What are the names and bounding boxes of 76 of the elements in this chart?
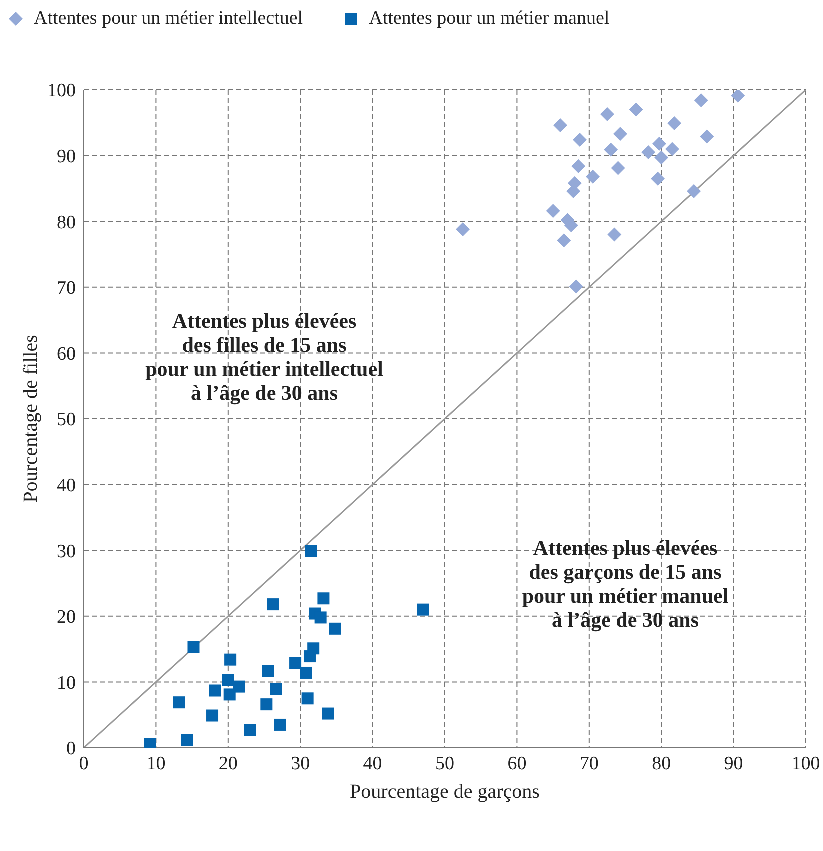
x-tick-label: 20 bbox=[218, 753, 238, 774]
point bbox=[687, 184, 702, 198]
point bbox=[290, 657, 302, 670]
point bbox=[206, 710, 219, 722]
y-tick-label: 50 bbox=[57, 410, 76, 431]
annotation: Attentes plus élevées des filles de 15 ans pour un métier intellectuel à l’âge de 30 ans bbox=[144, 309, 384, 406]
x-tick-label: 60 bbox=[508, 753, 527, 774]
x-tick-label: 40 bbox=[363, 753, 382, 774]
point bbox=[209, 684, 222, 697]
point bbox=[260, 698, 273, 711]
point bbox=[569, 280, 584, 294]
point bbox=[694, 94, 708, 108]
point bbox=[586, 170, 600, 184]
legend-label: Attentes pour un métier manuel bbox=[369, 8, 610, 30]
point bbox=[642, 146, 656, 160]
point bbox=[572, 159, 586, 174]
point bbox=[233, 680, 246, 693]
point bbox=[308, 642, 320, 655]
point bbox=[613, 127, 628, 142]
point bbox=[181, 734, 194, 746]
x-tick-label: 0 bbox=[79, 753, 89, 774]
y-tick-label: 60 bbox=[57, 344, 76, 365]
x-tick-label: 90 bbox=[724, 753, 744, 774]
point bbox=[650, 172, 665, 186]
point bbox=[244, 724, 256, 736]
point bbox=[731, 90, 746, 103]
x-tick-label: 10 bbox=[146, 753, 166, 774]
point bbox=[329, 622, 342, 635]
point bbox=[557, 234, 572, 248]
y-tick-label: 0 bbox=[66, 738, 76, 760]
point bbox=[668, 116, 682, 131]
y-tick-label: 40 bbox=[57, 476, 76, 497]
point bbox=[300, 666, 312, 679]
point bbox=[274, 718, 286, 731]
point bbox=[456, 222, 470, 236]
y-tick-label: 90 bbox=[57, 146, 76, 168]
point bbox=[267, 598, 280, 611]
point bbox=[222, 674, 234, 686]
point bbox=[700, 130, 714, 144]
x-tick-label: 30 bbox=[291, 753, 310, 774]
point bbox=[262, 665, 274, 678]
point bbox=[654, 150, 669, 165]
point bbox=[322, 708, 334, 720]
x-tick-label: 50 bbox=[436, 753, 454, 774]
x-tick-label: 70 bbox=[580, 753, 599, 774]
point bbox=[224, 654, 237, 666]
x-axis-title: Pourcentage de garçons bbox=[350, 781, 540, 803]
point bbox=[305, 545, 318, 558]
point bbox=[600, 107, 614, 122]
x-tick-label: 100 bbox=[792, 753, 820, 774]
point bbox=[611, 161, 626, 176]
point bbox=[652, 136, 666, 151]
point bbox=[270, 683, 282, 696]
point bbox=[224, 688, 236, 701]
point bbox=[604, 142, 618, 157]
point bbox=[568, 176, 582, 190]
point bbox=[188, 641, 200, 654]
y-axis-title: Pourcentage de filles bbox=[20, 334, 42, 503]
y-tick-label: 20 bbox=[57, 607, 76, 628]
legend-label: Attentes pour un métier intellectuel bbox=[34, 8, 304, 30]
y-tick-label: 100 bbox=[48, 80, 76, 102]
point bbox=[546, 204, 560, 218]
x-tick-label: 80 bbox=[652, 753, 672, 774]
point bbox=[629, 102, 644, 117]
point bbox=[554, 118, 568, 133]
point bbox=[173, 696, 186, 709]
point bbox=[318, 592, 330, 605]
y-tick-label: 80 bbox=[57, 212, 76, 234]
point bbox=[302, 692, 314, 705]
y-tick-label: 10 bbox=[57, 672, 76, 694]
point bbox=[608, 228, 622, 242]
y-tick-label: 30 bbox=[57, 541, 76, 562]
point bbox=[417, 604, 430, 616]
point bbox=[665, 142, 680, 156]
point bbox=[573, 133, 588, 148]
y-tick-label: 70 bbox=[57, 278, 76, 300]
